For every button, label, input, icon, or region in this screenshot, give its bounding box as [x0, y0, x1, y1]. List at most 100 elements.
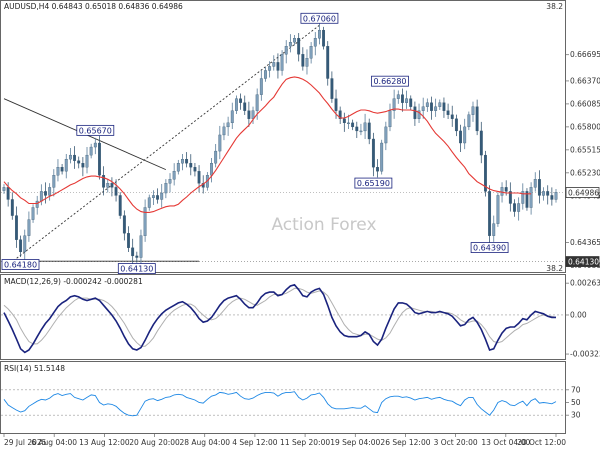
swing-label: 0.65670 [79, 126, 112, 135]
candle-body [367, 122, 371, 140]
rsi-line [3, 391, 557, 417]
candle-body [459, 130, 462, 144]
candle-body [550, 195, 554, 200]
candle-body [35, 200, 39, 208]
price-tick-label: 0.66370 [570, 76, 600, 85]
candle-body [421, 106, 425, 111]
time-tick-label: 13 Oct 04:00 [481, 438, 530, 447]
candle-body [2, 187, 6, 191]
candle-body [31, 207, 35, 220]
candle-body [98, 142, 101, 176]
candle-body [27, 219, 31, 236]
candle-body [554, 192, 558, 200]
candle-body [492, 223, 496, 236]
current-price-label: 0.64986 [568, 189, 599, 198]
swing-label-box [470, 242, 509, 253]
candle-body [313, 38, 317, 47]
time-tick-label: 6 Aug 04:00 [31, 438, 77, 447]
candle-body [413, 106, 417, 119]
candle-body [60, 167, 64, 172]
candle-body [434, 106, 438, 111]
candle-body [513, 203, 516, 212]
candle-body [355, 126, 359, 132]
candle-body [342, 118, 346, 124]
candle-body [305, 58, 309, 67]
axis-layer: 0.66695 0.66370 0.66085 0.65800 0.65515 0.652… [3, 50, 600, 447]
candle-body [77, 160, 81, 164]
candle-body [243, 102, 247, 111]
candle-body [181, 158, 184, 164]
swing-label-box [300, 12, 339, 24]
candle-body [521, 191, 525, 204]
candle-body [185, 158, 189, 164]
candle-body [48, 187, 52, 196]
candle-body [85, 154, 89, 168]
candle-body [293, 38, 296, 43]
candle-body [64, 158, 68, 172]
time-tick-label: 11 Sep 20:00 [280, 438, 330, 447]
candle-body [210, 163, 213, 176]
macd-layer [1, 283, 565, 354]
candle-body [280, 54, 284, 71]
candle-body [334, 98, 338, 111]
candle-body [114, 187, 118, 196]
swing-label: 0.64390 [473, 244, 506, 253]
candle-body [322, 29, 326, 47]
rsi-tick-label: 30 [571, 411, 581, 420]
price-bottom-corner-label: 38.2 [546, 264, 563, 273]
price-corner-label: 38.2 [546, 2, 563, 11]
candle-body [438, 102, 442, 107]
candle-body [405, 98, 409, 103]
candle-body [81, 163, 85, 168]
price-tick-label: 0.66695 [570, 50, 600, 59]
rsi-tick-label: 70 [571, 385, 581, 394]
candle-body [425, 102, 429, 107]
candle-body [318, 29, 321, 39]
candle-body [542, 191, 545, 196]
candle-body [533, 179, 537, 188]
time-tick-label: 19 Sep 04:00 [330, 438, 380, 447]
candle-body [384, 126, 388, 144]
candle-body [44, 191, 47, 196]
candle-body [135, 255, 139, 258]
price-header: AUDUSD,H4 0.64843 0.65018 0.64836 0.6498… [4, 2, 183, 11]
candle-body [380, 142, 384, 172]
fib-level-label: 0.64130 [568, 258, 599, 267]
time-tick-label: 13 Aug 12:00 [79, 438, 130, 447]
candle-body [10, 199, 14, 216]
candle-body [396, 94, 400, 99]
swing-label-box [76, 124, 115, 136]
price-tick-label: 0.66085 [570, 99, 600, 108]
candle-body [218, 134, 222, 152]
swing-label: 0.64130 [120, 265, 153, 274]
fib-level-tag [565, 256, 600, 267]
candle-body [488, 191, 492, 236]
candle-body [189, 163, 193, 168]
price-panel [0, 0, 566, 273]
candle-body [442, 102, 446, 111]
swing-label-box [1, 259, 40, 270]
candle-body [409, 98, 413, 107]
candle-body [467, 114, 471, 128]
candle-body [222, 126, 226, 136]
candle-body [23, 235, 27, 253]
candle-body [471, 106, 475, 115]
swing-label: 0.65190 [357, 179, 390, 188]
candle-body [172, 171, 176, 180]
candle-body [359, 130, 363, 133]
candle-body [330, 78, 334, 99]
candle-body [259, 78, 263, 95]
candle-body [508, 191, 512, 204]
candle-body [268, 66, 272, 71]
candle-body [338, 110, 342, 119]
price-tick-label: 0.65800 [570, 122, 600, 131]
macd-tick-label: 0.00 [570, 310, 587, 319]
candle-body [226, 122, 230, 128]
candle-body [93, 142, 97, 148]
candle-body [122, 215, 126, 234]
candle-body [484, 154, 487, 192]
candle-body [264, 70, 267, 79]
swing-label-box [117, 263, 156, 274]
macd-line [3, 283, 556, 354]
candle-body [463, 126, 467, 144]
